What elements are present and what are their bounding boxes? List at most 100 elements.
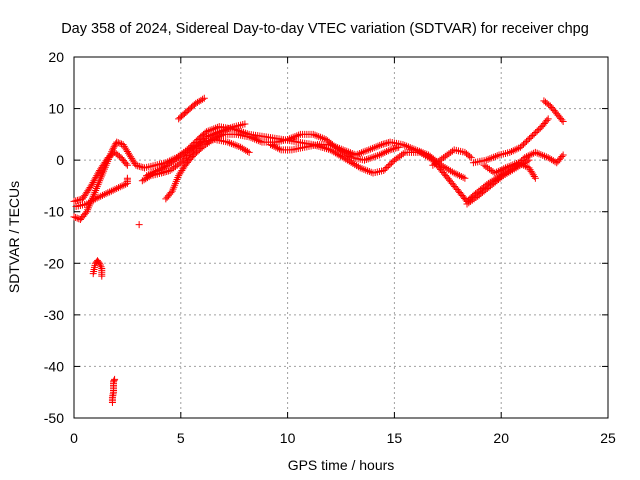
data-point <box>73 196 81 204</box>
data-point <box>463 200 471 208</box>
data-point <box>486 155 494 163</box>
grid-lines <box>74 57 608 418</box>
data-point <box>505 168 513 176</box>
data-point <box>457 172 465 180</box>
data-point <box>287 134 295 142</box>
data-point <box>356 164 364 172</box>
series-track-3 <box>72 174 131 211</box>
data-point <box>148 169 156 177</box>
data-point <box>354 163 362 171</box>
data-point <box>204 139 211 147</box>
data-point <box>558 153 566 161</box>
data-point <box>399 141 407 149</box>
data-point <box>311 131 319 139</box>
data-point <box>284 136 292 144</box>
data-point <box>532 129 540 137</box>
series-track-13 <box>540 97 567 125</box>
data-point <box>328 141 336 149</box>
data-point <box>459 173 467 181</box>
data-point <box>377 150 385 158</box>
data-point <box>365 168 373 176</box>
data-point <box>206 131 214 139</box>
plot-frame <box>73 56 609 419</box>
data-point <box>443 151 451 159</box>
data-point <box>394 154 402 162</box>
data-point <box>132 161 140 169</box>
data-point <box>110 377 118 385</box>
data-point <box>521 154 529 162</box>
data-point <box>97 192 105 200</box>
data-point <box>349 159 357 167</box>
data-point <box>166 166 174 174</box>
y-tick-label: -20 <box>44 255 64 271</box>
x-tick-label: 20 <box>493 430 509 446</box>
data-point <box>362 155 370 163</box>
data-point <box>401 141 409 149</box>
series-track-12 <box>469 115 552 167</box>
data-point <box>173 155 181 163</box>
data-point <box>177 159 185 167</box>
data-point <box>445 166 453 174</box>
data-point <box>293 132 301 140</box>
data-point <box>524 152 532 160</box>
data-point <box>530 130 538 138</box>
data-point <box>123 174 131 182</box>
data-point <box>387 159 395 167</box>
data-point <box>388 145 396 153</box>
data-point <box>370 144 378 152</box>
data-point <box>380 166 388 174</box>
data-point <box>356 150 364 158</box>
data-point <box>364 167 372 175</box>
data-point <box>170 164 178 172</box>
data-point <box>484 155 492 163</box>
data-point <box>339 146 347 154</box>
data-point <box>366 154 374 162</box>
data-point <box>289 133 297 141</box>
data-point <box>315 133 323 141</box>
data-point <box>529 131 537 139</box>
data-point <box>111 375 119 383</box>
data-point <box>245 133 253 141</box>
data-point <box>212 134 220 142</box>
data-point <box>518 142 526 150</box>
data-point <box>513 145 521 153</box>
data-point <box>275 145 283 153</box>
data-point <box>326 141 334 149</box>
data-point <box>134 162 142 170</box>
data-point <box>391 144 399 152</box>
data-point <box>270 142 278 150</box>
data-point <box>454 171 462 179</box>
data-point <box>115 184 122 192</box>
data-point <box>383 164 391 172</box>
data-point <box>191 143 199 151</box>
data-point <box>467 154 475 162</box>
data-point <box>200 94 208 102</box>
data-point <box>348 150 356 158</box>
x-tick-label: 25 <box>600 430 616 446</box>
data-point <box>109 186 117 194</box>
data-point <box>146 170 154 178</box>
y-tick-label: -50 <box>44 410 64 426</box>
data-point <box>354 150 362 158</box>
data-point <box>120 181 128 189</box>
data-point <box>383 148 391 156</box>
data-point <box>367 145 375 153</box>
data-point <box>343 156 351 164</box>
data-point <box>396 152 404 160</box>
data-point <box>441 164 449 172</box>
data-point <box>440 154 448 162</box>
data-point <box>182 148 190 156</box>
data-point <box>351 161 359 169</box>
data-point <box>97 263 105 271</box>
data-point <box>137 163 145 171</box>
data-point <box>421 150 429 158</box>
data-point <box>166 160 174 168</box>
data-point <box>376 141 384 149</box>
x-tick-label: 10 <box>280 430 296 446</box>
data-point <box>386 146 394 154</box>
data-point <box>143 172 151 180</box>
data-point <box>384 147 392 155</box>
data-point <box>332 143 340 151</box>
data-point <box>122 160 130 168</box>
data-point <box>357 149 365 157</box>
